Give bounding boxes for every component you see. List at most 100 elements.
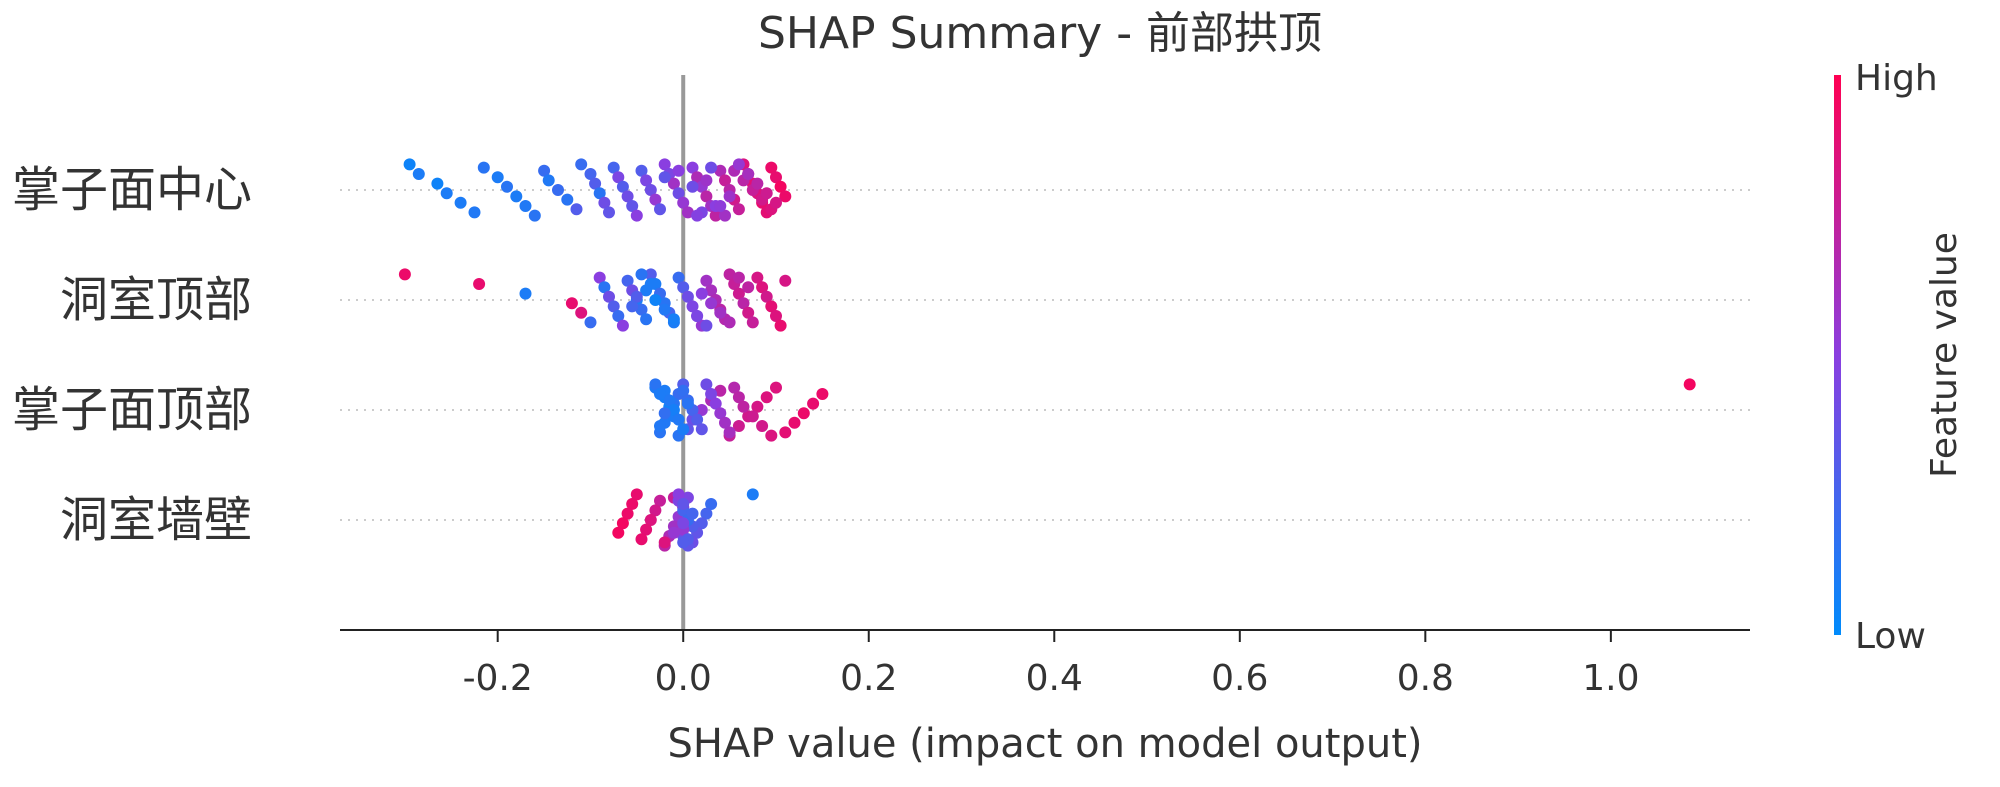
x-tick-label: 1.0	[1582, 658, 1639, 699]
shap-point	[760, 391, 773, 404]
shap-point	[612, 171, 625, 184]
shap-point	[700, 507, 713, 520]
shap-point	[626, 200, 639, 212]
shap-point	[501, 180, 513, 193]
shap-point	[732, 158, 745, 171]
feature-label: 掌子面中心	[12, 162, 252, 218]
shap-point	[695, 423, 708, 436]
colorbar-low-label: Low	[1855, 616, 1926, 657]
shap-point	[695, 287, 708, 300]
x-tick-label: 0.0	[655, 658, 712, 699]
shap-point	[654, 203, 666, 216]
x-axis-label: SHAP value (impact on model output)	[668, 721, 1423, 767]
shap-point	[598, 196, 611, 209]
shap-point	[677, 384, 690, 397]
shap-point	[746, 410, 759, 423]
shap-point	[616, 319, 629, 332]
shap-point	[561, 193, 574, 206]
shap-point	[658, 536, 671, 549]
shap-point	[788, 416, 801, 429]
shap-point	[705, 388, 718, 400]
feature-label: 洞室墙壁	[60, 492, 252, 548]
shap-point	[640, 523, 653, 536]
shap-point	[649, 378, 662, 391]
shap-point	[770, 196, 782, 209]
shap-point	[746, 488, 759, 501]
shap-point	[630, 209, 643, 222]
shap-point	[691, 209, 704, 222]
shap-point	[695, 517, 708, 530]
shap-point	[654, 420, 666, 432]
shap-point	[686, 180, 699, 193]
shap-point	[477, 161, 490, 174]
shap-point	[584, 316, 597, 329]
shap-point	[779, 426, 792, 439]
shap-point	[677, 423, 690, 436]
shap-point	[732, 391, 745, 404]
shap-point	[538, 164, 551, 177]
shap-point	[681, 206, 694, 219]
shap-point	[510, 190, 523, 203]
shap-point	[672, 271, 685, 284]
shap-point	[654, 494, 666, 507]
shap-point	[797, 407, 810, 420]
shap-point	[570, 203, 583, 216]
shap-point	[621, 274, 634, 287]
shap-point	[552, 184, 564, 196]
shap-point	[705, 498, 718, 510]
shap-point	[770, 310, 782, 322]
shap-point	[649, 504, 662, 517]
shap-point	[723, 268, 736, 281]
shap-point	[589, 177, 602, 190]
shap-point	[686, 161, 699, 174]
shap-point	[644, 514, 657, 526]
x-tick-label: 0.6	[1211, 658, 1268, 699]
shap-point	[760, 290, 773, 303]
shap-point	[751, 271, 764, 284]
shap-point	[640, 313, 653, 326]
colorbar-title: Feature value	[1924, 232, 1965, 478]
shap-point	[732, 203, 745, 216]
shap-point	[714, 384, 727, 397]
shap-point	[635, 164, 648, 177]
shap-point	[742, 281, 755, 294]
shap-point	[519, 200, 532, 212]
shap-point	[635, 268, 648, 281]
shap-point	[412, 168, 425, 180]
shap-point	[719, 174, 731, 187]
shap-point	[686, 507, 699, 520]
shap-point	[621, 507, 634, 520]
shap-point	[607, 161, 620, 174]
shap-point	[751, 400, 764, 413]
shap-point	[1683, 378, 1696, 391]
shap-point	[677, 196, 690, 209]
shap-point	[677, 281, 690, 294]
shap-point	[681, 397, 694, 410]
shap-point	[714, 407, 727, 420]
shap-point	[491, 171, 504, 184]
shap-point	[742, 168, 755, 180]
shap-point	[705, 297, 718, 310]
shap-point	[667, 404, 680, 416]
shap-point	[700, 378, 713, 391]
shap-point	[774, 180, 787, 193]
shap-point	[398, 268, 411, 281]
shap-point	[519, 287, 532, 300]
x-ticks: -0.2 0.0 0.2 0.4 0.6 0.8 1.0	[463, 630, 1639, 699]
colorbar-high-label: High	[1855, 58, 1938, 99]
shap-point	[714, 164, 727, 177]
shap-point	[654, 388, 666, 400]
shap-point	[705, 284, 718, 297]
shap-point	[774, 319, 787, 332]
shap-point	[672, 164, 685, 177]
shap-point	[732, 420, 745, 432]
shap-point	[644, 268, 657, 281]
shap-point	[593, 271, 606, 284]
shap-point	[691, 413, 704, 426]
shap-point	[565, 297, 578, 310]
shap-point	[649, 294, 662, 306]
shap-point	[598, 281, 611, 294]
shap-point	[756, 420, 769, 432]
row-guides	[340, 189, 1750, 521]
